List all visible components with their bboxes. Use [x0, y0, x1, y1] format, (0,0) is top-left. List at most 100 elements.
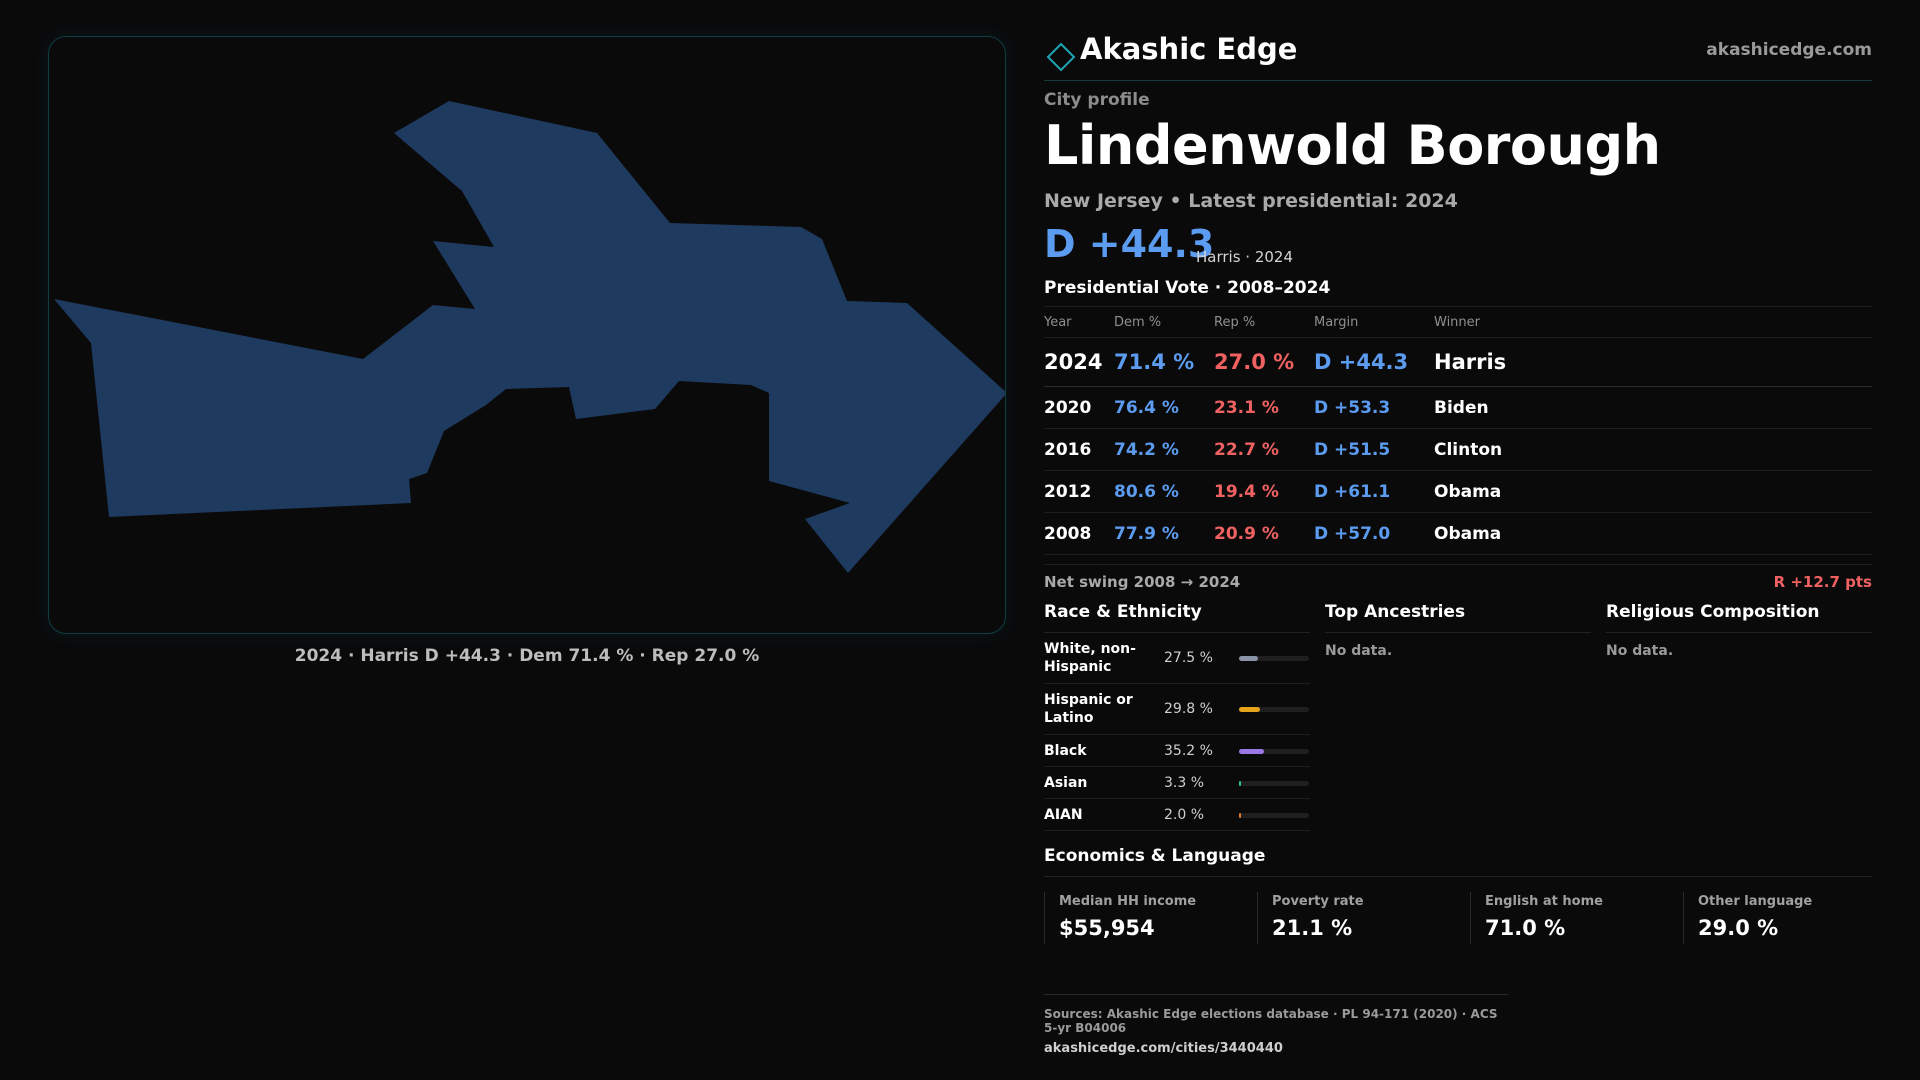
table-row: 2020 76.4 % 23.1 % D +53.3 Biden [1044, 386, 1872, 429]
row-rep: 27.0 % [1214, 337, 1314, 387]
column-header-winner: Winner [1434, 306, 1872, 338]
row-dem: 77.9 % [1114, 512, 1214, 555]
net-swing-label: Net swing 2008 → 2024 [1044, 573, 1241, 591]
row-dem: 74.2 % [1114, 428, 1214, 471]
list-item: White, non-Hispanic 27.5 % [1044, 633, 1310, 684]
table-row: 2012 80.6 % 19.4 % D +61.1 Obama [1044, 470, 1872, 513]
econ-value: 21.1 % [1272, 916, 1353, 940]
column-header-margin: Margin [1314, 306, 1434, 338]
net-swing-value: R +12.7 pts [1773, 573, 1872, 591]
econ-value: $55,954 [1059, 916, 1155, 940]
row-winner: Obama [1434, 512, 1872, 555]
table-header-row: Year Dem % Rep % Margin Winner [1044, 306, 1872, 338]
row-dem: 80.6 % [1114, 470, 1214, 513]
race-bar-track [1239, 748, 1309, 754]
footer-url-link[interactable]: akashicedge.com/cities/3440440 [1044, 1041, 1283, 1056]
column-header-year: Year [1044, 306, 1114, 338]
econ-card-income: Median HH income $55,954 [1044, 892, 1245, 944]
list-item: AIAN 2.0 % [1044, 799, 1310, 831]
row-winner: Clinton [1434, 428, 1872, 471]
page-subtitle: New Jersey • Latest presidential: 2024 [1044, 190, 1458, 212]
race-bar-fill [1239, 748, 1264, 754]
econ-label: Poverty rate [1272, 894, 1364, 909]
race-bar-fill [1239, 780, 1242, 786]
race-value: 35.2 % [1164, 742, 1213, 759]
econ-label: English at home [1485, 894, 1603, 909]
row-winner: Harris [1434, 337, 1872, 387]
row-dem: 76.4 % [1114, 386, 1214, 429]
list-item: Black 35.2 % [1044, 735, 1310, 767]
ancestries-section: Top Ancestries No data. [1325, 602, 1591, 659]
row-rep: 23.1 % [1214, 386, 1314, 429]
race-bar-track [1239, 780, 1309, 786]
row-margin: D +57.0 [1314, 512, 1434, 555]
brand-site-link[interactable]: akashicedge.com [1706, 40, 1872, 60]
race-value: 2.0 % [1164, 806, 1205, 823]
presidential-vote-title: Presidential Vote · 2008–2024 [1044, 278, 1331, 298]
row-margin: D +61.1 [1314, 470, 1434, 513]
econ-label: Other language [1698, 894, 1813, 909]
row-rep: 22.7 % [1214, 428, 1314, 471]
page-kicker: City profile [1044, 90, 1150, 110]
race-bar-track [1239, 656, 1309, 661]
row-year: 2008 [1044, 512, 1114, 555]
row-rep: 20.9 % [1214, 512, 1314, 555]
race-label: White, non-Hispanic [1044, 641, 1136, 675]
table-row: 2024 71.4 % 27.0 % D +44.3 Harris [1044, 337, 1872, 387]
race-label: Hispanic or Latino [1044, 692, 1133, 726]
ancestries-title: Top Ancestries [1325, 602, 1591, 633]
list-item: Asian 3.3 % [1044, 767, 1310, 799]
table-row: 2016 74.2 % 22.7 % D +51.5 Clinton [1044, 428, 1872, 471]
footer: Sources: Akashic Edge elections database… [1044, 994, 1508, 1056]
religion-title: Religious Composition [1606, 602, 1872, 633]
race-ethnicity-list: White, non-Hispanic 27.5 % Hispanic or L… [1044, 633, 1310, 831]
econ-card-other-language: Other language 29.0 % [1683, 892, 1884, 944]
econ-card-english: English at home 71.0 % [1470, 892, 1671, 944]
headline-note: Harris · 2024 [1196, 248, 1294, 266]
race-bar-fill [1239, 656, 1259, 661]
page-title: Lindenwold Borough [1044, 114, 1661, 177]
list-item: Hispanic or Latino 29.8 % [1044, 684, 1310, 735]
race-label: Asian [1044, 774, 1088, 791]
city-boundary-shape[interactable] [54, 101, 1006, 573]
table-row: 2008 77.9 % 20.9 % D +57.0 Obama [1044, 512, 1872, 555]
column-header-rep: Rep % [1214, 306, 1314, 338]
map-caption: 2024 · Harris D +44.3 · Dem 71.4 % · Rep… [294, 646, 760, 666]
presidential-vote-table: Year Dem % Rep % Margin Winner 2024 71.4… [1044, 306, 1872, 555]
row-year: 2020 [1044, 386, 1114, 429]
row-year: 2024 [1044, 337, 1114, 387]
race-bar-fill [1239, 812, 1241, 818]
row-rep: 19.4 % [1214, 470, 1314, 513]
race-bar-track [1239, 812, 1309, 818]
economics-grid: Median HH income $55,954 Poverty rate 21… [1044, 892, 1872, 944]
econ-card-poverty: Poverty rate 21.1 % [1257, 892, 1458, 944]
footer-sources: Sources: Akashic Edge elections database… [1044, 1007, 1498, 1035]
column-header-dem: Dem % [1114, 306, 1214, 338]
religion-empty-text: No data. [1606, 643, 1674, 659]
headline-margin: D +44.3 [1044, 222, 1215, 266]
row-winner: Biden [1434, 386, 1872, 429]
ancestries-empty-text: No data. [1325, 643, 1393, 659]
race-ethnicity-title: Race & Ethnicity [1044, 602, 1310, 633]
row-winner: Obama [1434, 470, 1872, 513]
race-value: 29.8 % [1164, 701, 1213, 717]
map-panel[interactable] [48, 36, 1006, 634]
row-dem: 71.4 % [1114, 337, 1214, 387]
row-margin: D +51.5 [1314, 428, 1434, 471]
economics-title: Economics & Language [1044, 846, 1872, 877]
row-margin: D +53.3 [1314, 386, 1434, 429]
religion-section: Religious Composition No data. [1606, 602, 1872, 659]
race-bar-track [1239, 707, 1309, 712]
net-swing-row: Net swing 2008 → 2024 R +12.7 pts [1044, 564, 1872, 595]
econ-value: 29.0 % [1698, 916, 1779, 940]
econ-label: Median HH income [1059, 894, 1197, 909]
race-value: 3.3 % [1164, 774, 1205, 791]
race-label: Black [1044, 742, 1087, 759]
race-ethnicity-section: Race & Ethnicity White, non-Hispanic 27.… [1044, 602, 1310, 831]
brand-name[interactable]: Akashic Edge [1080, 32, 1298, 66]
race-label: AIAN [1044, 806, 1083, 823]
race-bar-fill [1239, 707, 1260, 712]
row-year: 2012 [1044, 470, 1114, 513]
diamond-outline-icon [1046, 42, 1076, 72]
city-boundary-map [54, 101, 1006, 573]
